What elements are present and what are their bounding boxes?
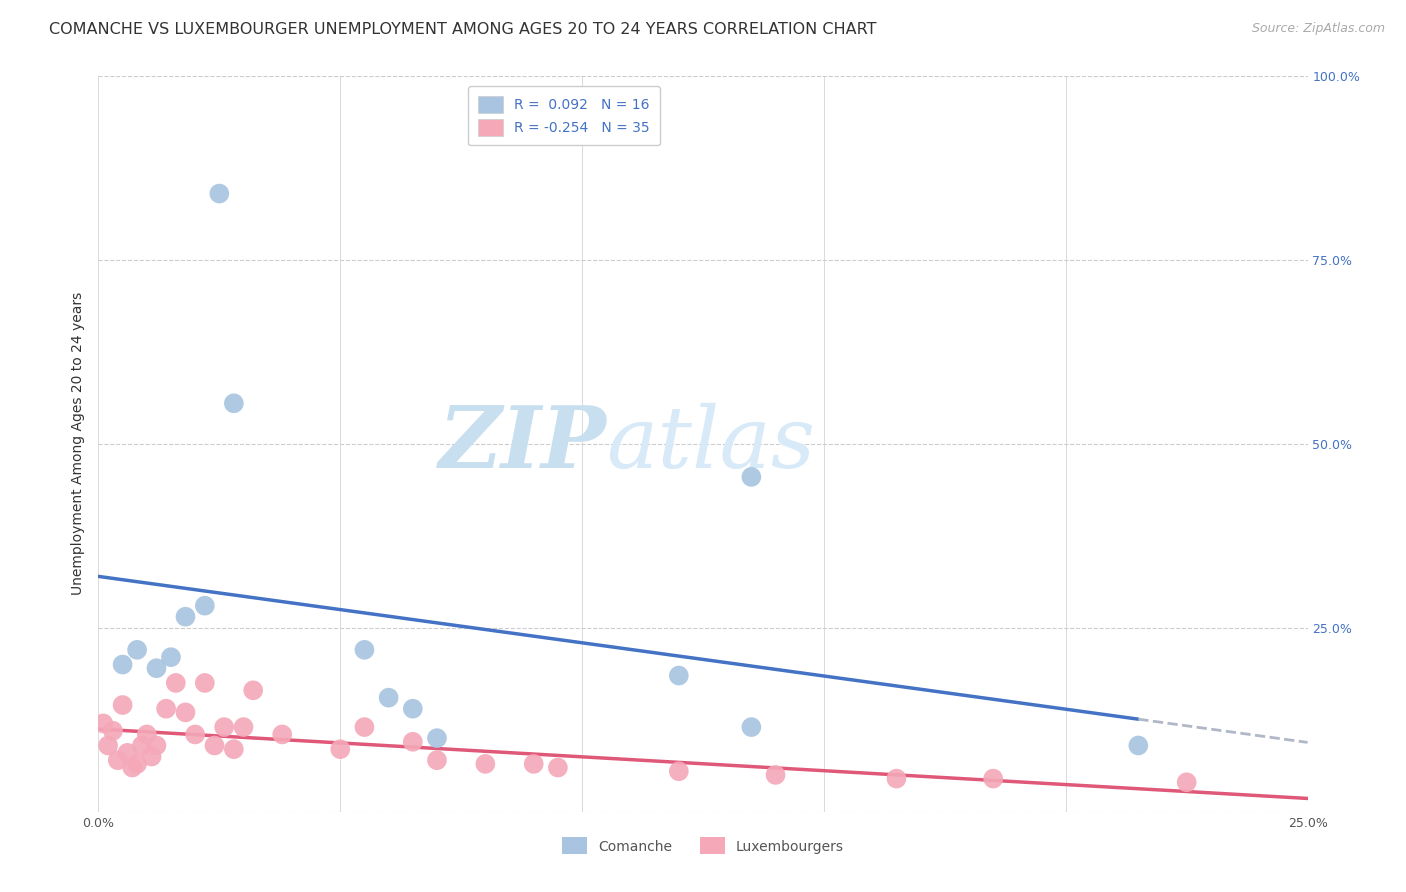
Text: ZIP: ZIP — [439, 402, 606, 485]
Point — [145, 661, 167, 675]
Point — [111, 698, 134, 712]
Point — [523, 756, 546, 771]
Point — [97, 739, 120, 753]
Point — [765, 768, 787, 782]
Point — [353, 720, 375, 734]
Point — [101, 723, 124, 738]
Point — [127, 642, 149, 657]
Point — [242, 683, 264, 698]
Point — [174, 706, 197, 720]
Point — [222, 396, 245, 410]
Point — [222, 742, 245, 756]
Point — [740, 720, 762, 734]
Point — [141, 749, 163, 764]
Point — [474, 756, 496, 771]
Point — [547, 760, 569, 774]
Point — [145, 739, 167, 753]
Point — [208, 186, 231, 201]
Point — [232, 720, 254, 734]
Point — [194, 599, 217, 613]
Legend: Comanche, Luxembourgers: Comanche, Luxembourgers — [557, 832, 849, 860]
Point — [174, 609, 197, 624]
Point — [117, 746, 139, 760]
Point — [1175, 775, 1198, 789]
Text: COMANCHE VS LUXEMBOURGER UNEMPLOYMENT AMONG AGES 20 TO 24 YEARS CORRELATION CHAR: COMANCHE VS LUXEMBOURGER UNEMPLOYMENT AM… — [49, 22, 877, 37]
Point — [402, 735, 425, 749]
Point — [981, 772, 1004, 786]
Point — [131, 739, 153, 753]
Point — [426, 753, 449, 767]
Point — [886, 772, 908, 786]
Point — [160, 650, 183, 665]
Point — [426, 731, 449, 746]
Point — [107, 753, 129, 767]
Point — [1128, 739, 1150, 753]
Point — [155, 701, 177, 715]
Point — [668, 668, 690, 682]
Point — [121, 760, 143, 774]
Point — [377, 690, 399, 705]
Text: Source: ZipAtlas.com: Source: ZipAtlas.com — [1251, 22, 1385, 36]
Point — [204, 739, 226, 753]
Point — [135, 727, 157, 741]
Y-axis label: Unemployment Among Ages 20 to 24 years: Unemployment Among Ages 20 to 24 years — [72, 293, 86, 595]
Point — [165, 676, 187, 690]
Point — [329, 742, 352, 756]
Text: atlas: atlas — [606, 402, 815, 485]
Point — [212, 720, 235, 734]
Point — [111, 657, 134, 672]
Point — [91, 716, 114, 731]
Point — [127, 756, 149, 771]
Point — [271, 727, 294, 741]
Point — [184, 727, 207, 741]
Point — [668, 764, 690, 779]
Point — [353, 642, 375, 657]
Point — [194, 676, 217, 690]
Point — [740, 470, 762, 484]
Point — [402, 701, 425, 715]
